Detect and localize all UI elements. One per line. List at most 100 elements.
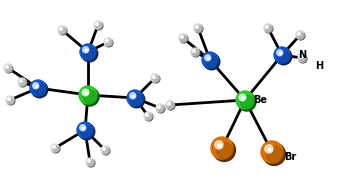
Circle shape xyxy=(152,75,155,78)
Circle shape xyxy=(9,98,10,100)
Circle shape xyxy=(81,126,93,138)
Circle shape xyxy=(19,79,22,82)
Circle shape xyxy=(239,94,246,101)
Circle shape xyxy=(263,143,285,165)
Circle shape xyxy=(30,80,46,96)
Circle shape xyxy=(85,49,87,51)
Circle shape xyxy=(89,160,90,162)
Circle shape xyxy=(6,67,8,68)
Circle shape xyxy=(20,80,26,86)
Circle shape xyxy=(35,85,37,88)
Circle shape xyxy=(80,44,96,60)
Circle shape xyxy=(33,83,39,89)
Circle shape xyxy=(216,143,233,159)
Circle shape xyxy=(192,49,200,57)
Circle shape xyxy=(7,97,10,100)
Circle shape xyxy=(95,22,99,25)
Circle shape xyxy=(181,36,187,42)
Circle shape xyxy=(202,52,218,68)
Circle shape xyxy=(8,98,14,104)
Circle shape xyxy=(96,23,98,25)
Circle shape xyxy=(101,146,109,154)
Circle shape xyxy=(131,94,143,106)
Circle shape xyxy=(206,56,218,68)
Circle shape xyxy=(53,146,59,152)
Circle shape xyxy=(94,21,102,29)
Circle shape xyxy=(82,89,89,96)
Circle shape xyxy=(265,25,268,28)
Circle shape xyxy=(203,53,220,70)
Circle shape xyxy=(300,55,302,58)
Circle shape xyxy=(145,113,153,121)
Circle shape xyxy=(96,23,102,29)
Circle shape xyxy=(157,105,165,113)
Circle shape xyxy=(152,75,160,83)
Circle shape xyxy=(298,33,300,35)
Circle shape xyxy=(4,64,12,72)
Circle shape xyxy=(213,139,235,161)
Circle shape xyxy=(298,54,306,62)
Circle shape xyxy=(104,38,112,46)
Circle shape xyxy=(52,145,60,153)
Circle shape xyxy=(87,159,90,162)
Circle shape xyxy=(88,160,94,166)
Circle shape xyxy=(278,51,290,63)
Circle shape xyxy=(168,103,174,109)
Circle shape xyxy=(179,34,187,42)
Circle shape xyxy=(5,65,13,73)
Circle shape xyxy=(169,104,170,105)
Circle shape xyxy=(261,141,283,163)
Text: Br: Br xyxy=(284,152,296,162)
Circle shape xyxy=(102,147,110,155)
Circle shape xyxy=(61,29,62,30)
Circle shape xyxy=(265,25,273,33)
Circle shape xyxy=(81,45,98,62)
Circle shape xyxy=(153,76,159,82)
Circle shape xyxy=(103,148,109,154)
Circle shape xyxy=(238,93,256,111)
Circle shape xyxy=(81,88,99,106)
Circle shape xyxy=(158,106,164,112)
Circle shape xyxy=(297,32,300,35)
Circle shape xyxy=(18,78,26,86)
Circle shape xyxy=(196,26,202,32)
Circle shape xyxy=(265,145,273,153)
Circle shape xyxy=(241,95,254,109)
Circle shape xyxy=(181,36,183,38)
Circle shape xyxy=(277,50,283,56)
Circle shape xyxy=(85,92,87,94)
Circle shape xyxy=(83,47,89,53)
Circle shape xyxy=(300,56,306,62)
Circle shape xyxy=(194,24,202,32)
Circle shape xyxy=(205,55,211,61)
Circle shape xyxy=(80,125,86,131)
Circle shape xyxy=(193,50,199,56)
Circle shape xyxy=(146,114,152,120)
Circle shape xyxy=(87,159,95,167)
Circle shape xyxy=(82,127,85,129)
Circle shape xyxy=(192,49,195,52)
Circle shape xyxy=(264,24,272,32)
Circle shape xyxy=(95,22,103,30)
Circle shape xyxy=(299,55,307,63)
Circle shape xyxy=(274,47,290,63)
Circle shape xyxy=(105,39,109,42)
Circle shape xyxy=(180,35,183,38)
Circle shape xyxy=(54,146,55,148)
Circle shape xyxy=(19,79,27,87)
Circle shape xyxy=(151,74,159,82)
Circle shape xyxy=(266,26,272,32)
Circle shape xyxy=(59,27,67,35)
Circle shape xyxy=(7,97,15,105)
Circle shape xyxy=(59,27,62,30)
Circle shape xyxy=(195,25,198,28)
Circle shape xyxy=(6,66,12,72)
Circle shape xyxy=(296,31,304,39)
Circle shape xyxy=(156,104,164,112)
Circle shape xyxy=(215,141,223,149)
Circle shape xyxy=(52,145,55,148)
Circle shape xyxy=(20,81,22,82)
Circle shape xyxy=(166,101,174,109)
Circle shape xyxy=(79,123,95,140)
Circle shape xyxy=(276,48,292,65)
